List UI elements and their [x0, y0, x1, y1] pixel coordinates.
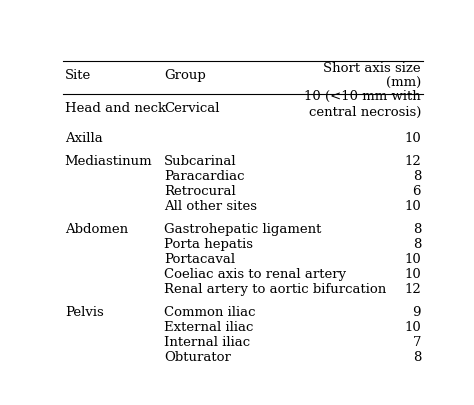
Text: Retrocural: Retrocural — [164, 185, 236, 198]
Text: 6: 6 — [412, 185, 421, 198]
Text: 10: 10 — [404, 268, 421, 281]
Text: Cervical: Cervical — [164, 102, 219, 115]
Text: 7: 7 — [412, 336, 421, 349]
Text: 10 (<10 mm with
central necrosis): 10 (<10 mm with central necrosis) — [304, 90, 421, 119]
Text: 10: 10 — [404, 253, 421, 266]
Text: 12: 12 — [404, 283, 421, 296]
Text: Common iliac: Common iliac — [164, 306, 255, 319]
Text: 10: 10 — [404, 321, 421, 334]
Text: Portacaval: Portacaval — [164, 253, 235, 266]
Text: Internal iliac: Internal iliac — [164, 336, 250, 349]
Text: 10: 10 — [404, 132, 421, 145]
Text: Porta hepatis: Porta hepatis — [164, 238, 253, 251]
Text: All other sites: All other sites — [164, 200, 257, 213]
Text: Group: Group — [164, 69, 206, 82]
Text: 8: 8 — [413, 238, 421, 251]
Text: Abdomen: Abdomen — [65, 223, 128, 236]
Text: Site: Site — [65, 69, 91, 82]
Text: External iliac: External iliac — [164, 321, 253, 334]
Text: Coeliac axis to renal artery: Coeliac axis to renal artery — [164, 268, 346, 281]
Text: 9: 9 — [412, 306, 421, 319]
Text: 8: 8 — [413, 351, 421, 364]
Text: Short axis size
(mm): Short axis size (mm) — [323, 62, 421, 90]
Text: Obturator: Obturator — [164, 351, 231, 364]
Text: Pelvis: Pelvis — [65, 306, 103, 319]
Text: Renal artery to aortic bifurcation: Renal artery to aortic bifurcation — [164, 283, 386, 296]
Text: Mediastinum: Mediastinum — [65, 155, 152, 168]
Text: Gastrohepatic ligament: Gastrohepatic ligament — [164, 223, 321, 236]
Text: 8: 8 — [413, 223, 421, 236]
Text: Subcarinal: Subcarinal — [164, 155, 237, 168]
Text: 8: 8 — [413, 170, 421, 183]
Text: Paracardiac: Paracardiac — [164, 170, 245, 183]
Text: 10: 10 — [404, 200, 421, 213]
Text: 12: 12 — [404, 155, 421, 168]
Text: Axilla: Axilla — [65, 132, 102, 145]
Text: Head and neck: Head and neck — [65, 102, 166, 115]
